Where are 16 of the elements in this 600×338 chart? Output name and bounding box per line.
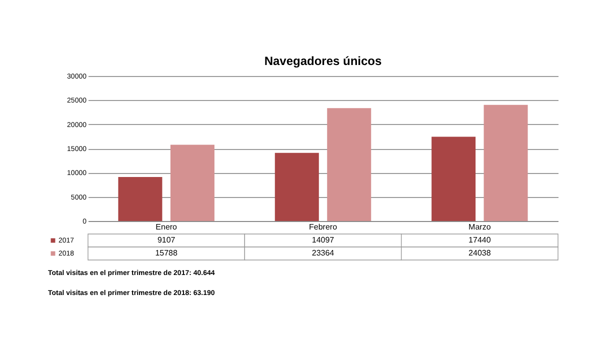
chart-title: Navegadores únicos <box>264 54 382 68</box>
data-label: 9107 <box>157 236 176 244</box>
data-label: 14097 <box>312 236 335 244</box>
bar <box>118 176 162 221</box>
bar <box>274 152 319 221</box>
x-tick-label: Febrero <box>308 222 338 232</box>
data-label: 15788 <box>155 248 178 258</box>
bar <box>327 108 372 221</box>
x-tick-label: Marzo <box>468 222 492 232</box>
x-tick-label: Enero <box>156 222 178 232</box>
bar <box>432 136 476 221</box>
bar <box>170 144 214 221</box>
data-label: 24038 <box>468 248 492 258</box>
data-label: 17440 <box>468 236 492 244</box>
bar <box>484 104 528 221</box>
data-label: 23364 <box>312 248 335 258</box>
